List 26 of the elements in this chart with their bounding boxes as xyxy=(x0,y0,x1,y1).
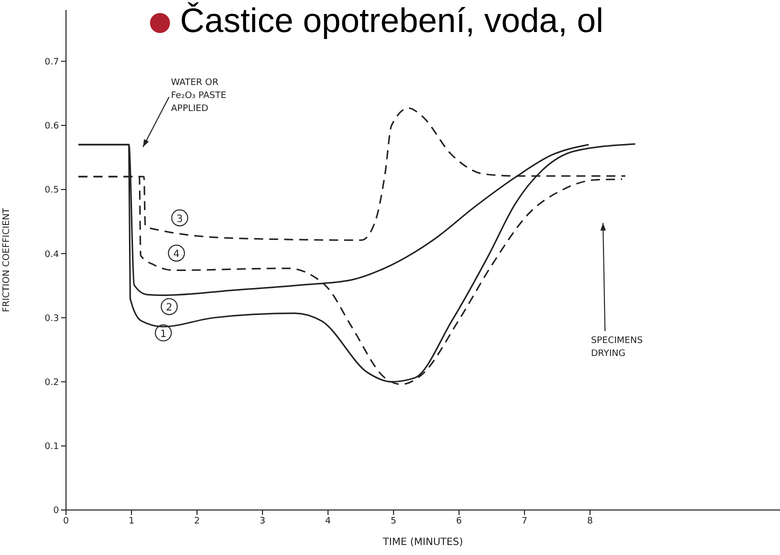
x-tick-label: 1 xyxy=(128,516,134,526)
x-tick-label: 7 xyxy=(522,516,528,526)
annotation: SPECIMENS DRYING xyxy=(591,336,643,359)
y-tick-label: 0 xyxy=(53,506,60,516)
series-label: 1 xyxy=(160,328,167,340)
x-tick-label: 3 xyxy=(260,516,266,526)
chart-title: Častice opotrebení, voda, ol xyxy=(179,2,604,42)
x-tick-label: 5 xyxy=(390,516,396,526)
x-tick-label: 4 xyxy=(325,516,332,526)
annotation: WATER OR Fe₂O₃ PASTE APPLIED xyxy=(171,78,227,114)
y-tick-label: 0.4 xyxy=(44,250,60,260)
x-tick-label: 6 xyxy=(456,516,462,526)
series-label: 3 xyxy=(176,214,183,225)
y-tick-label: 0.5 xyxy=(44,186,59,196)
series-label: 2 xyxy=(166,302,172,314)
x-tick-label: 0 xyxy=(63,516,70,526)
y-tick-label: 0.6 xyxy=(44,122,60,132)
x-tick-label: 8 xyxy=(587,516,594,526)
x-axis-title: TIME (MINUTES) xyxy=(382,537,464,548)
y-tick-label: 0.2 xyxy=(44,378,59,388)
y-tick-label: 0.7 xyxy=(44,57,59,68)
series-label: 4 xyxy=(173,249,180,260)
y-tick-label: 0.3 xyxy=(44,314,59,324)
y-tick-label: 0.1 xyxy=(44,442,59,452)
y-axis-title: FRICTION COEFFICIENT xyxy=(2,207,12,312)
x-tick-label: 2 xyxy=(194,516,200,526)
